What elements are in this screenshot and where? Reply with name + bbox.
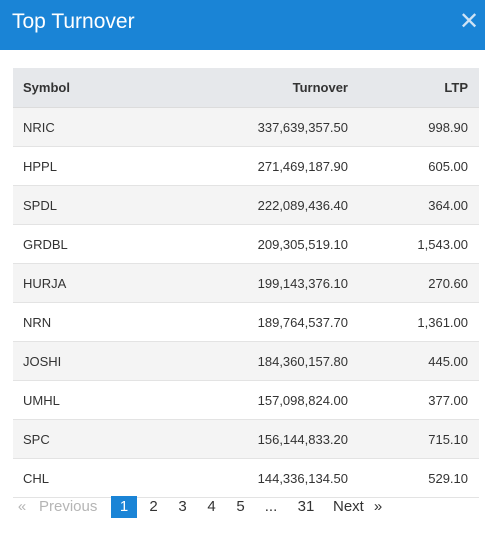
cell-turnover: 184,360,157.80 xyxy=(183,341,348,381)
cell-symbol[interactable]: CHL xyxy=(13,458,183,498)
page-button-current[interactable]: 1 xyxy=(111,496,137,518)
cell-ltp: 1,361.00 xyxy=(348,302,479,342)
cell-ltp: 1,543.00 xyxy=(348,224,479,264)
page-button-last[interactable]: 31 xyxy=(297,498,315,515)
page-button-4[interactable]: 4 xyxy=(207,498,216,515)
cell-turnover: 222,089,436.40 xyxy=(183,185,348,225)
next-page-button[interactable]: Next xyxy=(333,498,364,515)
table-row: NRN 189,764,537.70 1,361.00 xyxy=(13,302,479,342)
table-row: CHL 144,336,134.50 529.10 xyxy=(13,458,479,498)
page-button-2[interactable]: 2 xyxy=(149,498,158,515)
table-row: NRIC 337,639,357.50 998.90 xyxy=(13,107,479,147)
cell-symbol[interactable]: NRN xyxy=(13,302,183,342)
cell-turnover: 271,469,187.90 xyxy=(183,146,348,186)
cell-symbol[interactable]: GRDBL xyxy=(13,224,183,264)
table-row: SPDL 222,089,436.40 364.00 xyxy=(13,185,479,225)
table-row: UMHL 157,098,824.00 377.00 xyxy=(13,380,479,420)
cell-ltp: 270.60 xyxy=(348,263,479,303)
cell-ltp: 445.00 xyxy=(348,341,479,381)
cell-ltp: 715.10 xyxy=(348,419,479,459)
cell-symbol[interactable]: JOSHI xyxy=(13,341,183,381)
cell-turnover: 189,764,537.70 xyxy=(183,302,348,342)
previous-page-button: Previous xyxy=(39,498,98,515)
page-button-3[interactable]: 3 xyxy=(178,498,187,515)
cell-symbol[interactable]: NRIC xyxy=(13,107,183,147)
cell-symbol[interactable]: HPPL xyxy=(13,146,183,186)
close-icon[interactable]: ✕ xyxy=(459,8,480,35)
cell-ltp: 364.00 xyxy=(348,185,479,225)
column-header-turnover[interactable]: Turnover xyxy=(183,68,348,108)
table-row: GRDBL 209,305,519.10 1,543.00 xyxy=(13,224,479,264)
cell-turnover: 156,144,833.20 xyxy=(183,419,348,459)
last-page-arrow-icon[interactable]: » xyxy=(373,498,383,515)
first-page-arrow-icon: « xyxy=(17,498,27,515)
pagination: « Previous 1 2 3 4 5... 31 Next » xyxy=(13,496,387,520)
column-header-ltp[interactable]: LTP xyxy=(348,68,479,108)
cell-turnover: 337,639,357.50 xyxy=(183,107,348,147)
dialog-header: Top Turnover ✕ xyxy=(0,0,485,50)
cell-turnover: 199,143,376.10 xyxy=(183,263,348,303)
table-row: HURJA 199,143,376.10 270.60 xyxy=(13,263,479,303)
cell-symbol[interactable]: HURJA xyxy=(13,263,183,303)
pagination-ellipsis: ... xyxy=(264,498,278,515)
cell-turnover: 209,305,519.10 xyxy=(183,224,348,264)
cell-ltp: 529.10 xyxy=(348,458,479,498)
column-header-symbol[interactable]: Symbol xyxy=(13,68,183,108)
page-button-5[interactable]: 5 xyxy=(236,498,245,515)
cell-ltp: 377.00 xyxy=(348,380,479,420)
cell-symbol[interactable]: SPDL xyxy=(13,185,183,225)
cell-turnover: 144,336,134.50 xyxy=(183,458,348,498)
table-row: SPC 156,144,833.20 715.10 xyxy=(13,419,479,459)
table-header-row: Symbol Turnover LTP xyxy=(13,68,479,108)
turnover-table-container: Symbol Turnover LTP NRIC 337,639,357.50 … xyxy=(13,68,479,498)
cell-symbol[interactable]: SPC xyxy=(13,419,183,459)
table-row: HPPL 271,469,187.90 605.00 xyxy=(13,146,479,186)
cell-ltp: 605.00 xyxy=(348,146,479,186)
turnover-table: Symbol Turnover LTP NRIC 337,639,357.50 … xyxy=(13,68,479,498)
cell-ltp: 998.90 xyxy=(348,107,479,147)
table-row: JOSHI 184,360,157.80 445.00 xyxy=(13,341,479,381)
dialog-title: Top Turnover xyxy=(12,10,135,33)
cell-symbol[interactable]: UMHL xyxy=(13,380,183,420)
cell-turnover: 157,098,824.00 xyxy=(183,380,348,420)
